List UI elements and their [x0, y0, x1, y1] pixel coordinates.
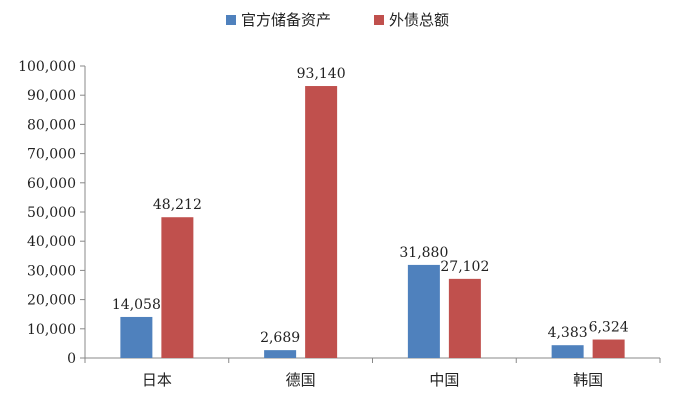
y-tick-label: 70,000 [27, 147, 76, 163]
legend-label: 外债总额 [389, 11, 449, 29]
bar [407, 264, 440, 358]
y-tick-label: 10,000 [27, 322, 76, 338]
y-tick-label: 0 [67, 351, 76, 367]
data-label: 27,102 [440, 259, 489, 275]
y-tick-label: 60,000 [27, 176, 76, 192]
bar [448, 278, 481, 358]
bar [120, 316, 153, 358]
data-label: 14,058 [112, 297, 161, 313]
y-tick-label: 30,000 [27, 263, 76, 279]
y-tick-label: 80,000 [27, 117, 76, 133]
category-label: 日本 [142, 371, 172, 389]
bar [264, 350, 297, 358]
y-tick-label: 50,000 [27, 205, 76, 221]
bar [305, 86, 338, 359]
category-label: 韩国 [573, 371, 603, 389]
data-label: 6,324 [589, 320, 629, 336]
bar [161, 217, 194, 358]
category-label: 德国 [286, 371, 316, 389]
y-tick-label: 20,000 [27, 293, 76, 309]
data-label: 4,383 [548, 325, 588, 341]
bars [120, 86, 625, 359]
legend: 官方储备资产 外债总额 [226, 11, 449, 29]
x-axis: 日本 德国 中国 韩国 [84, 357, 661, 389]
y-tick-label: 100,000 [18, 59, 76, 75]
data-label: 48,212 [153, 197, 202, 213]
data-label: 31,880 [399, 245, 448, 261]
y-axis: 0 10,000 20,000 30,000 40,000 50,000 60,000 70,… [18, 59, 86, 367]
y-tick-label: 40,000 [27, 234, 76, 250]
data-label: 93,140 [297, 66, 346, 82]
bar [551, 345, 584, 358]
legend-label: 官方储备资产 [241, 11, 331, 29]
legend-swatch [374, 15, 384, 25]
data-label: 2,689 [260, 330, 300, 346]
category-label: 中国 [429, 371, 459, 389]
legend-swatch [226, 15, 236, 25]
bar [592, 339, 625, 358]
y-tick-label: 90,000 [27, 88, 76, 104]
